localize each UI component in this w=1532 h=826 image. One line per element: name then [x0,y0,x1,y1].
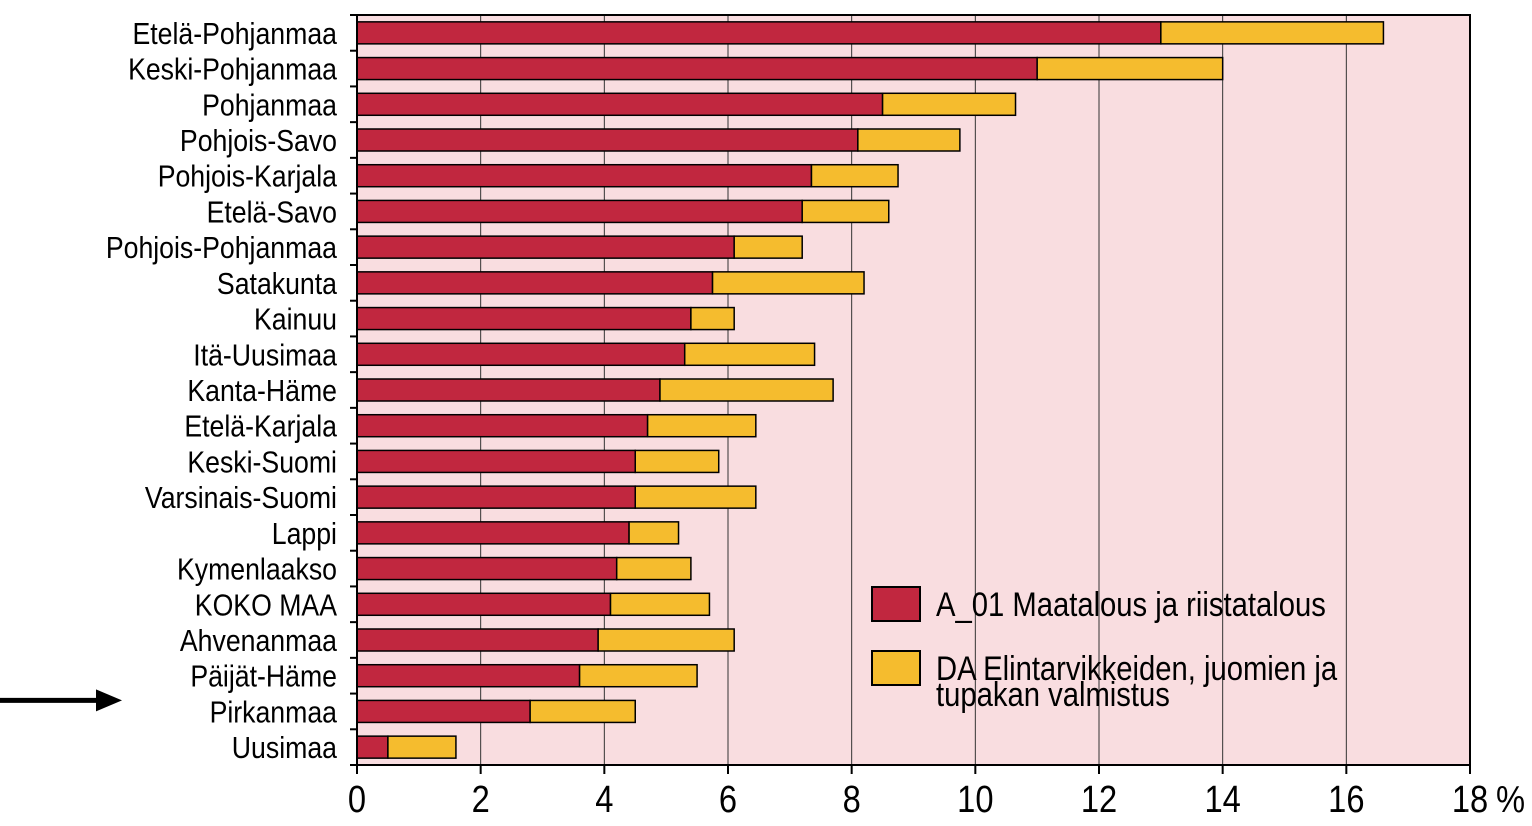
y-axis-ticks [350,14,357,766]
category-label: Ahvenanmaa [180,624,338,658]
bar-segment-series-2 [615,556,692,581]
bar-segment-series-2 [801,199,890,224]
x-tick-label: 8 [843,778,861,821]
bar-segment-series-1 [356,56,1038,81]
bar-segment-series-1 [356,592,612,617]
bar-segment-series-2 [711,271,865,295]
bar-segment-series-1 [356,128,859,152]
bar-segment-series-1 [356,699,531,724]
highlight-arrow [0,689,122,712]
category-label: Etelä-Karjala [184,410,337,444]
bar-segment-series-2 [634,485,757,509]
category-label: Pirkanmaa [210,696,338,730]
x-axis-unit: % [1496,778,1525,821]
bar-segment-series-2 [529,699,637,724]
legend-label: A_01 Maatalous ja riistatalous [936,585,1326,624]
plot-frame [356,14,1471,766]
category-label: Pohjois-Karjala [158,160,338,194]
bar-segment-series-2 [690,306,735,331]
category-label: Uusimaa [232,731,338,765]
legend-swatch [871,586,921,622]
legend-swatch [871,650,921,686]
bar-segment-series-1 [356,378,661,402]
category-label: Pohjanmaa [202,88,338,122]
category-label: Pohjois-Savo [180,124,337,158]
x-tick-label: 0 [348,778,366,821]
category-label: Varsinais-Suomi [145,481,337,515]
bar-segment-series-1 [356,342,686,367]
bar-segment-series-2 [387,735,457,759]
bars [356,21,1385,759]
x-tick-label: 18 [1452,778,1488,821]
bar-segment-series-1 [356,521,630,545]
bar-segment-series-2 [857,128,961,152]
category-label: Keski-Pohjanmaa [128,53,338,87]
legend: A_01 Maatalous ja riistatalous DA Elintar… [871,585,1338,714]
bar-segment-series-2 [1036,56,1224,81]
arrow-head [96,689,122,712]
bar-segment-series-2 [646,413,757,438]
bar-segment-series-2 [659,378,834,402]
bar-segment-series-1 [356,21,1162,45]
legend-label: tupakan valmistus [936,675,1170,714]
category-label: Keski-Suomi [187,446,337,480]
bar-segment-series-1 [356,663,581,688]
bar-segment-series-1 [356,235,735,259]
x-tick-label: 6 [719,778,737,821]
bar-segment-series-1 [356,628,599,652]
bar-segment-series-2 [628,521,680,545]
bar-segment-series-2 [683,342,816,367]
bar-segment-series-1 [356,413,649,438]
y-axis-labels: Etelä-PohjanmaaKeski-PohjanmaaPohjanmaaP… [106,17,338,766]
bar-segment-series-1 [356,556,618,581]
bar-segment-series-1 [356,735,389,759]
x-tick-label: 2 [472,778,490,821]
category-label: Pohjois-Pohjanmaa [106,231,338,265]
bar-segment-series-2 [733,235,803,259]
category-label: Etelä-Pohjanmaa [133,17,338,51]
bar-segment-series-2 [578,663,698,688]
bar-segment-series-1 [356,306,692,331]
x-tick-label: 14 [1204,778,1240,821]
category-label: Satakunta [217,267,338,301]
category-label: Kymenlaakso [177,553,337,587]
category-label: Etelä-Savo [207,196,337,230]
x-axis-ticks [356,765,1471,774]
category-label: Kainuu [254,303,337,337]
x-tick-label: 10 [957,778,993,821]
bar-segment-series-1 [356,485,636,509]
bar-segment-series-2 [634,449,720,474]
x-tick-label: 16 [1328,778,1364,821]
bar-segment-series-1 [356,92,884,117]
category-label: KOKO MAA [195,588,338,622]
bar-segment-series-2 [881,92,1017,117]
category-label: Lappi [272,517,337,551]
bar-segment-series-2 [810,163,899,188]
x-axis-labels: 0 2 4 6 8 10 12 14 16 18% [348,778,1525,821]
category-label: Itä-Uusimaa [193,338,338,372]
bar-segment-series-2 [1160,21,1385,45]
x-tick-label: 12 [1081,778,1117,821]
bar-segment-series-1 [356,199,803,224]
category-label: Päijät-Häme [190,660,337,694]
bar-segment-series-2 [609,592,711,617]
bar-segment-series-2 [597,628,735,652]
bar-segment-series-1 [356,163,813,188]
legend-label: DA Elintarvikkeiden, juomien ja [936,649,1338,688]
category-label: Kanta-Häme [187,374,337,408]
x-tick-label: 4 [595,778,613,821]
bar-segment-series-1 [356,449,636,474]
bar-segment-series-1 [356,271,714,295]
